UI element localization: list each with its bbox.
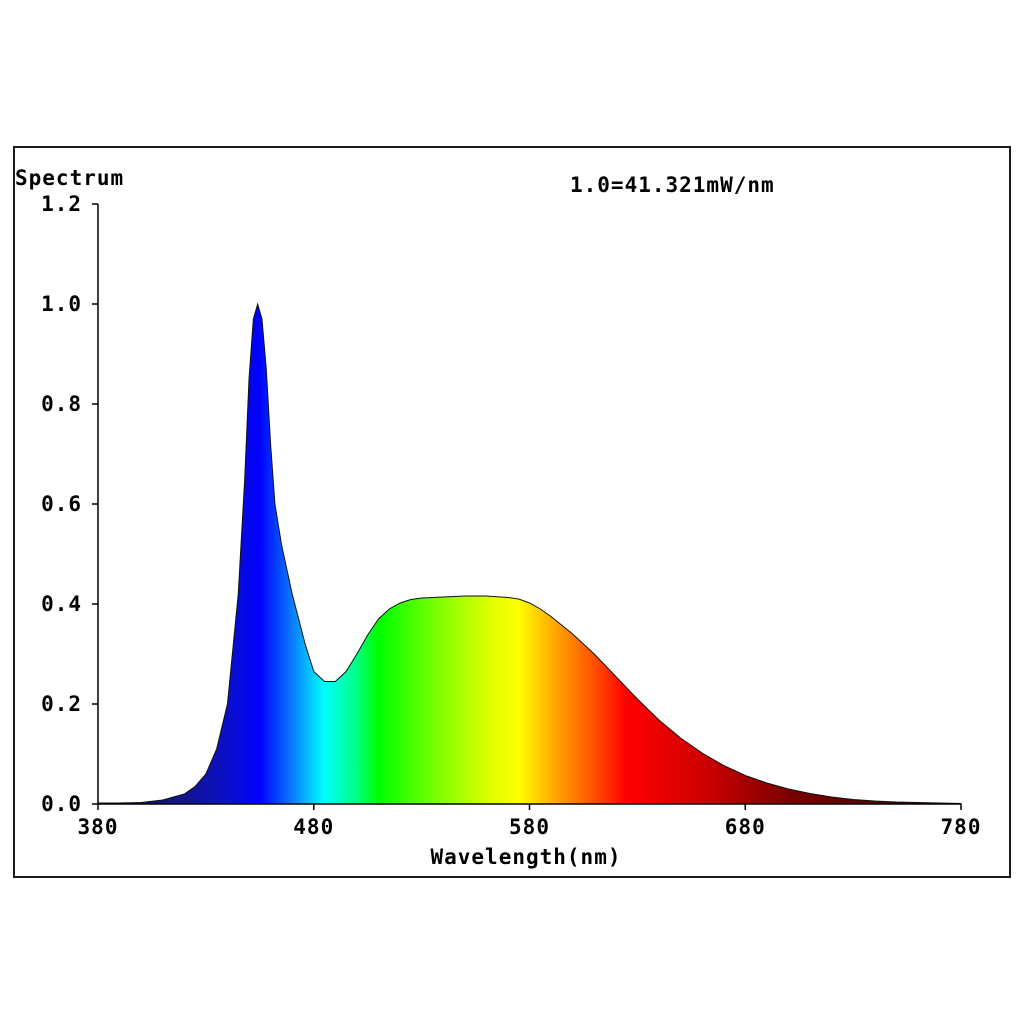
x-ticks: 380 480 580 680 780	[78, 804, 982, 839]
x-tick-label: 680	[725, 815, 766, 839]
x-tick-label: 480	[293, 815, 334, 839]
y-tick-label: 1.2	[41, 192, 82, 216]
y-tick-label: 0.4	[41, 592, 82, 616]
y-tick-label: 0.6	[41, 492, 82, 516]
x-axis-title: Wavelength(nm)	[430, 845, 621, 869]
spectrum-chart: 380 480 580 680 780 0.0 0.2 0.4 0.6 0.8 1.0 1.2 Sp…	[15, 166, 982, 869]
x-tick-label: 780	[941, 815, 982, 839]
scale-annotation: 1.0=41.321mW/nm	[570, 173, 775, 197]
y-axis-title: Spectrum	[15, 166, 124, 190]
spectrum-area	[97, 302, 962, 805]
plot-area: 380 480 580 680 780 0.0 0.2 0.4 0.6 0.8 1.0 1.2	[41, 192, 982, 839]
y-tick-label: 0.2	[41, 692, 82, 716]
x-tick-label: 580	[509, 815, 550, 839]
y-ticks: 0.0 0.2 0.4 0.6 0.8 1.0 1.2	[41, 192, 98, 816]
chart-frame: 380 480 580 680 780 0.0 0.2 0.4 0.6 0.8 1.0 1.2 Sp…	[13, 146, 1011, 878]
y-tick-label: 0.8	[41, 392, 82, 416]
y-tick-label: 0.0	[41, 792, 82, 816]
x-tick-label: 380	[78, 815, 119, 839]
y-tick-label: 1.0	[41, 292, 82, 316]
